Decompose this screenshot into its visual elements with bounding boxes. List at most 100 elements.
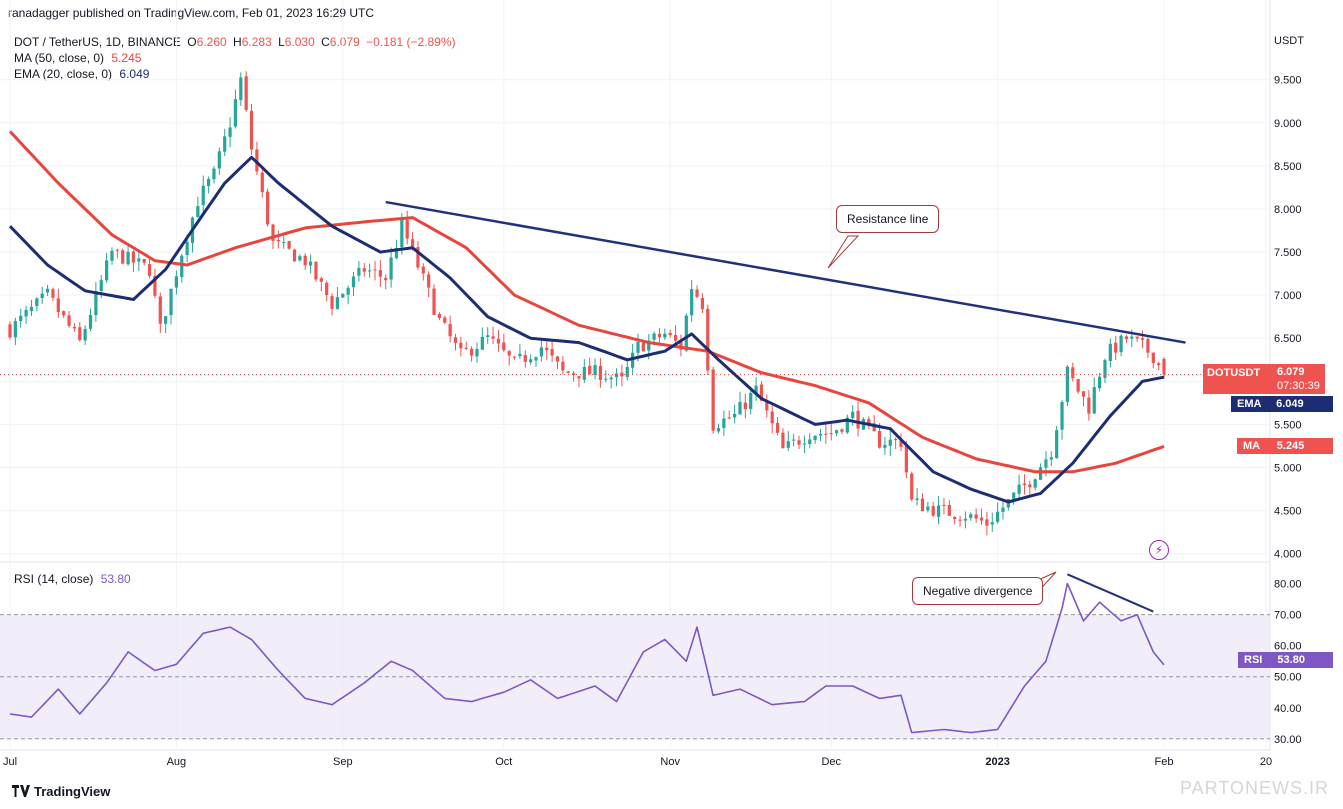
candle-body xyxy=(523,355,527,362)
candle-body xyxy=(609,377,613,380)
rsi-tag: RSI xyxy=(1244,654,1263,666)
candle-body xyxy=(883,444,887,448)
candle-body xyxy=(663,333,667,338)
candle-body xyxy=(180,255,184,278)
ema-legend[interactable]: EMA (20, close, 0) 6.049 xyxy=(14,66,149,82)
candle-body xyxy=(733,413,737,418)
candle-body xyxy=(657,333,662,338)
candle-body xyxy=(276,239,280,242)
candle-body xyxy=(759,384,764,401)
candle-body xyxy=(266,191,270,225)
resistance-line-callout[interactable]: Resistance line xyxy=(836,205,940,233)
candle-body xyxy=(88,314,93,329)
candle-body xyxy=(201,185,205,206)
candle-body xyxy=(571,373,576,375)
candle-body xyxy=(223,136,227,152)
candle-body xyxy=(405,219,409,239)
ema-badge-value: 6.049 xyxy=(1276,398,1304,410)
candle-body xyxy=(373,269,377,271)
candle-body xyxy=(1071,367,1075,379)
ma-badge: MA 5.245 xyxy=(1237,438,1333,454)
candle-body xyxy=(147,264,152,276)
time-tick-label: Dec xyxy=(821,756,841,768)
candle-body xyxy=(330,296,334,309)
price-tick-label: 9.000 xyxy=(1274,118,1302,130)
rsi-tick-label: 50.00 xyxy=(1274,672,1302,684)
candle-body xyxy=(432,288,436,315)
footer-brand[interactable]: TradingView xyxy=(12,784,110,799)
candle-body xyxy=(894,439,898,441)
candle-body xyxy=(641,342,645,352)
candle-body xyxy=(212,168,216,180)
candle-body xyxy=(593,365,597,375)
candle-body xyxy=(13,321,17,338)
candle-body xyxy=(416,247,420,268)
candle-body xyxy=(325,282,329,296)
candle-body xyxy=(652,333,656,340)
candle-body xyxy=(1103,360,1107,378)
divergence-trendline xyxy=(1067,573,1154,613)
candle-body xyxy=(158,296,162,324)
candle-body xyxy=(727,417,731,419)
candle-body xyxy=(362,268,366,272)
candle-body xyxy=(555,356,560,362)
candle-body xyxy=(985,519,989,526)
candle-body xyxy=(185,241,189,255)
time-tick-label: Nov xyxy=(660,756,680,768)
candle-body xyxy=(577,376,581,379)
candle-body xyxy=(1119,335,1123,353)
low-label: L xyxy=(278,35,285,49)
candle-body xyxy=(110,250,114,261)
symbol-legend[interactable]: DOT / TetherUS, 1D, BINANCE O6.260 H6.28… xyxy=(14,34,456,50)
price-tick-label: 5.000 xyxy=(1274,463,1302,475)
candle-body xyxy=(164,316,168,324)
candle-body xyxy=(351,276,356,288)
close-label: C xyxy=(321,35,330,49)
alert-flash-icon[interactable]: ⚡ xyxy=(1149,540,1169,560)
time-tick-label: 2023 xyxy=(985,756,1009,768)
symbol-tag: DOTUSDT xyxy=(1207,367,1261,379)
candle-body xyxy=(78,327,82,341)
candle-body xyxy=(512,356,517,358)
candle-body xyxy=(915,498,919,500)
time-tick-label: Jul xyxy=(3,756,17,768)
candle-body xyxy=(1108,343,1112,362)
candle-body xyxy=(888,439,892,446)
candle-body xyxy=(953,516,957,520)
candle-body xyxy=(550,349,554,356)
candle-body xyxy=(287,241,291,249)
candle-body xyxy=(40,293,44,298)
candle-body xyxy=(421,266,425,274)
candle-body xyxy=(115,249,119,251)
price-tick-label: 5.500 xyxy=(1274,419,1302,431)
candle-body xyxy=(690,289,694,316)
candle-body xyxy=(126,251,130,265)
open-value: 6.260 xyxy=(196,35,227,49)
rsi-legend[interactable]: RSI (14, close) 53.80 xyxy=(14,571,131,587)
candle-body xyxy=(786,441,790,448)
candle-body xyxy=(244,76,248,110)
candle-body xyxy=(561,361,565,371)
negative-divergence-callout[interactable]: Negative divergence xyxy=(912,577,1044,605)
candle-body xyxy=(335,297,340,309)
candle-body xyxy=(856,410,860,429)
candle-body xyxy=(818,434,823,436)
candle-body xyxy=(1092,387,1096,414)
candle-body xyxy=(502,342,506,351)
ema-legend-value: 6.049 xyxy=(119,67,150,81)
price-tick-label: 7.500 xyxy=(1274,247,1302,259)
indicator-lines xyxy=(0,130,1270,734)
candle-body xyxy=(1157,363,1161,366)
candle-body xyxy=(271,224,275,241)
candle-body xyxy=(67,315,71,326)
candle-body xyxy=(534,357,538,361)
candle-body xyxy=(1012,492,1016,499)
candle-body xyxy=(496,338,501,344)
candle-body xyxy=(851,411,855,419)
candle-body xyxy=(480,336,484,350)
candle-body xyxy=(958,519,962,521)
candle-body xyxy=(19,315,23,322)
ma-legend[interactable]: MA (50, close, 0) 5.245 xyxy=(14,50,141,66)
candle-body xyxy=(722,418,726,428)
